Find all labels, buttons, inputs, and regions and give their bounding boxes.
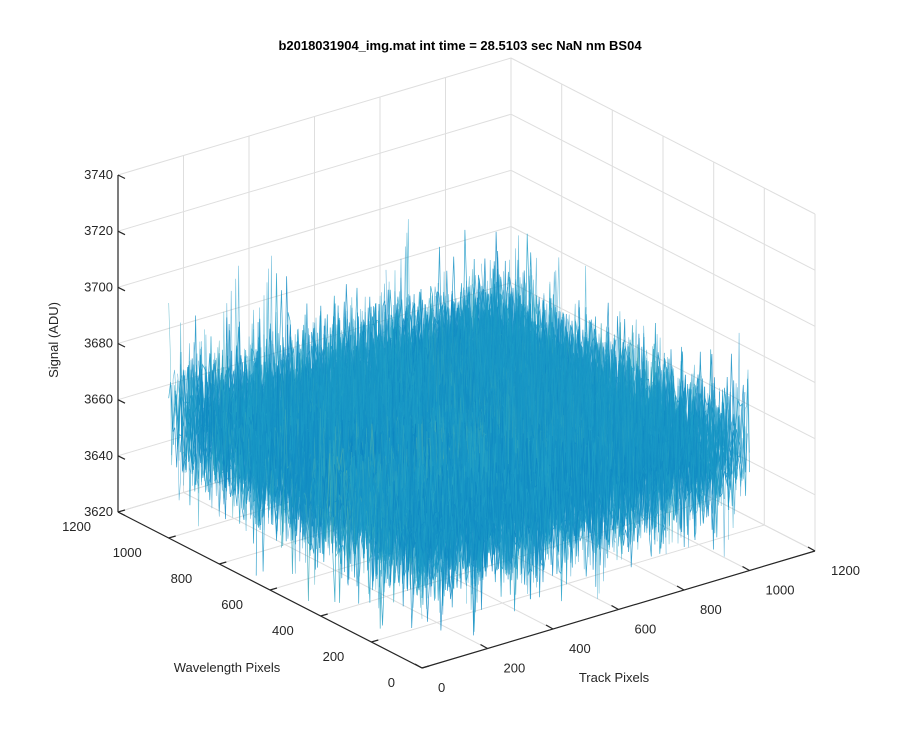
y-tick-label: 800 xyxy=(171,571,193,586)
z-tick-label: 3720 xyxy=(84,223,113,238)
y-tick-label: 400 xyxy=(272,623,294,638)
z-axis-tick xyxy=(117,455,126,460)
z-tick-label: 3640 xyxy=(84,448,113,463)
grid-line xyxy=(510,57,816,215)
x-tick-label: 1200 xyxy=(831,563,860,578)
x-axis-tick xyxy=(742,565,750,572)
x-tick-label: 0 xyxy=(438,680,445,695)
z-tick-label: 3660 xyxy=(84,392,113,407)
y-axis-tick xyxy=(269,587,278,591)
z-axis-tick xyxy=(117,342,126,348)
grid-line xyxy=(510,169,816,327)
y-axis-tick xyxy=(219,561,227,565)
grid-line xyxy=(510,113,816,271)
z-axis-tick xyxy=(117,174,126,180)
y-axis-tick xyxy=(168,535,176,539)
surface-mesh-line xyxy=(421,346,750,632)
surface-mesh-line xyxy=(412,336,741,591)
z-tick-label: 3700 xyxy=(84,279,113,294)
grid-line xyxy=(117,226,512,344)
z-tick-label: 3680 xyxy=(84,336,113,351)
x-tick-label: 800 xyxy=(700,602,722,617)
y-tick-label: 600 xyxy=(221,597,243,612)
surface-mesh-line xyxy=(419,380,748,636)
x-tick-label: 200 xyxy=(504,661,526,676)
y-axis-tick xyxy=(320,613,328,617)
y-tick-label: 1200 xyxy=(62,519,91,534)
y-axis-tick xyxy=(117,509,126,513)
surface-mesh-line xyxy=(495,235,750,512)
z-tick-label: 3620 xyxy=(84,504,113,519)
x-axis-tick xyxy=(545,624,554,630)
z-axis-label: Signal (ADU) xyxy=(46,302,61,378)
z-axis-tick xyxy=(117,399,126,404)
x-tick-label: 400 xyxy=(569,641,591,656)
y-tick-label: 0 xyxy=(388,675,395,690)
x-axis-label: Track Pixels xyxy=(579,670,650,685)
y-axis-label: Wavelength Pixels xyxy=(174,660,281,675)
x-axis-tick xyxy=(807,546,816,552)
x-tick-label: 1000 xyxy=(766,583,795,598)
y-axis-tick xyxy=(371,639,379,643)
x-axis-tick xyxy=(676,585,685,591)
x-axis-tick xyxy=(414,663,423,669)
axes: 3620 3640 3660 3680 3700 3720 3740 0 200 400 600 80… xyxy=(62,167,860,695)
grid-line xyxy=(510,282,816,440)
grid-line xyxy=(117,113,512,232)
x-axis-tick xyxy=(480,643,488,650)
surface-plot xyxy=(168,219,750,636)
z-tick-label: 3740 xyxy=(84,167,113,182)
grid-line xyxy=(510,226,816,383)
y-tick-label: 200 xyxy=(323,649,345,664)
grid-line xyxy=(117,169,512,288)
chart-title: b2018031904_img.mat int time = 28.5103 s… xyxy=(278,38,642,53)
z-axis-tick xyxy=(117,230,126,236)
z-axis-tick xyxy=(117,286,126,292)
x-tick-label: 600 xyxy=(635,622,657,637)
y-tick-label: 1000 xyxy=(113,545,142,560)
grid-line xyxy=(117,57,512,176)
grid-line xyxy=(371,524,765,643)
x-axis-tick xyxy=(611,604,619,611)
